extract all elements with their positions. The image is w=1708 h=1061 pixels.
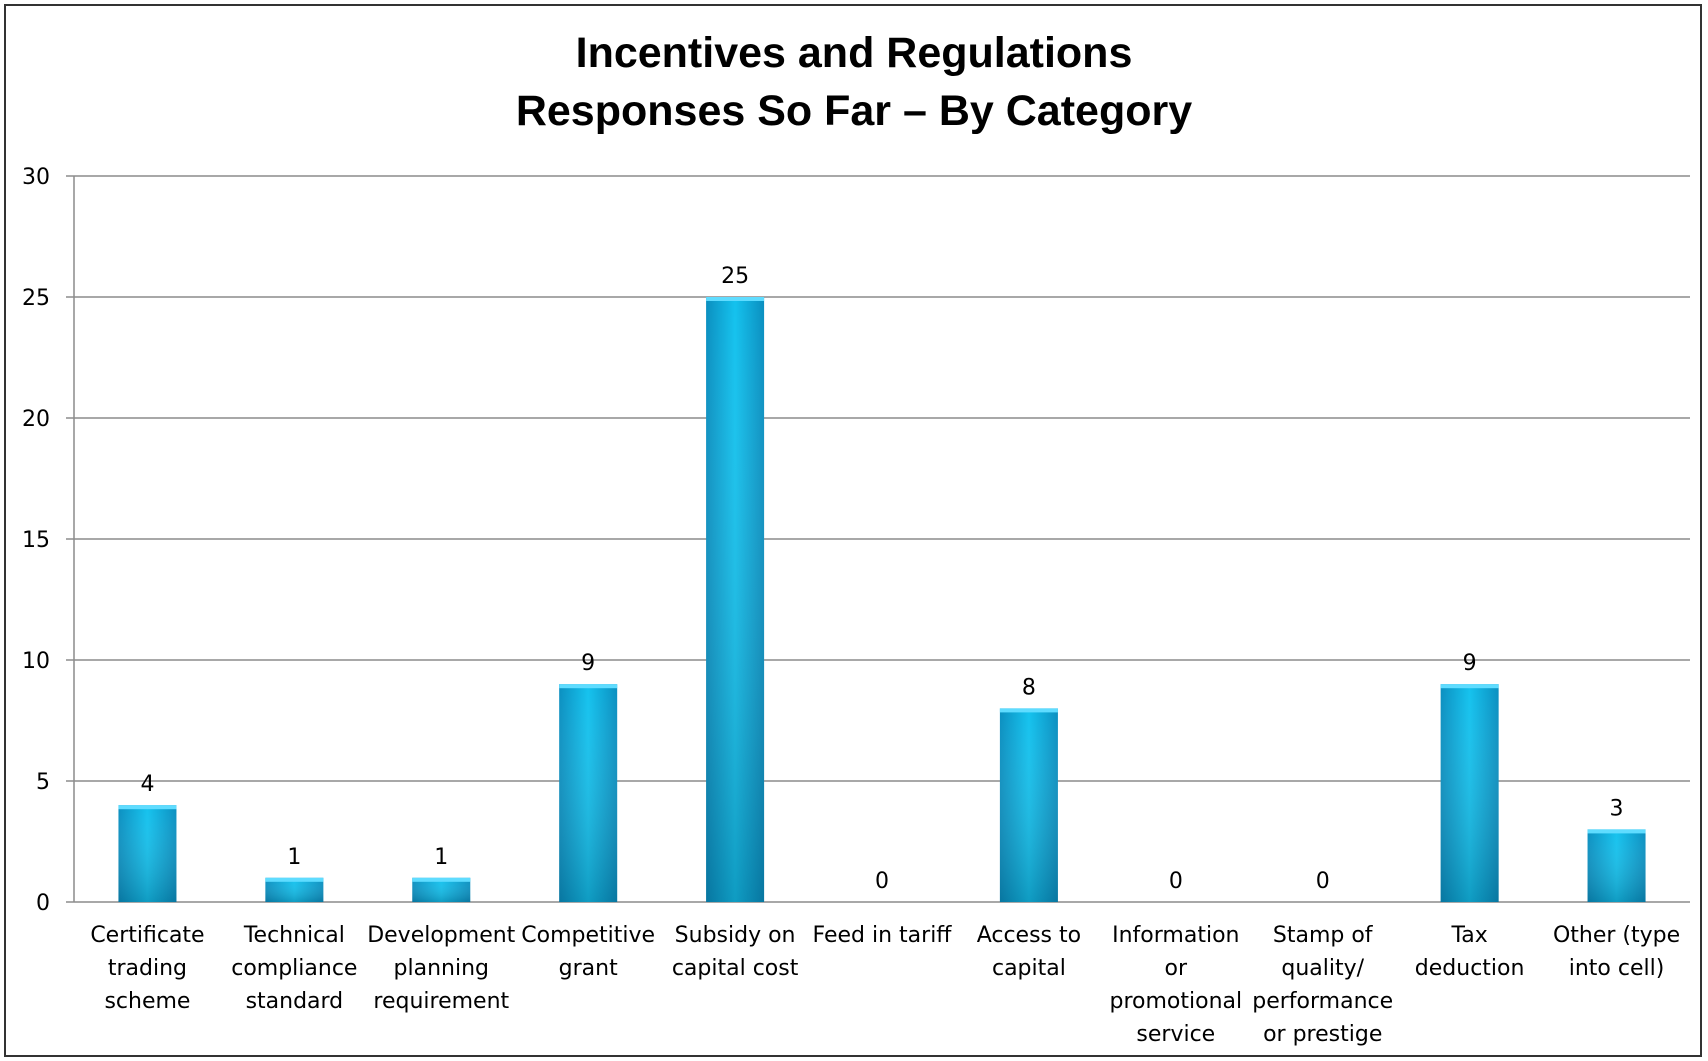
bar-top-highlight (559, 684, 618, 689)
chart-title: Incentives and Regulations Responses So … (0, 24, 1708, 140)
x-category-label: scheme (104, 989, 190, 1014)
bar-top-highlight (412, 877, 471, 882)
x-category-label: Certificate (90, 923, 204, 948)
data-label: 25 (721, 264, 749, 289)
x-category-label: service (1136, 1022, 1215, 1047)
x-category-label: Access to (977, 923, 1081, 948)
bar (1440, 684, 1499, 902)
y-tick-label: 20 (22, 407, 50, 432)
x-category-label: compliance (231, 956, 357, 981)
data-label: 4 (140, 772, 154, 797)
bar (999, 708, 1058, 902)
x-category-label: Information (1112, 923, 1239, 948)
x-category-label: capital (992, 956, 1066, 981)
x-category-label: Subsidy on (675, 923, 796, 948)
data-label: 9 (1463, 651, 1477, 676)
data-label: 3 (1610, 796, 1624, 821)
bar-shading (1587, 829, 1646, 902)
x-category-label: quality/ (1281, 956, 1364, 981)
bar-top-highlight (265, 877, 324, 882)
x-category-label: standard (246, 989, 344, 1014)
bar-shading (999, 708, 1058, 902)
y-tick-label: 5 (36, 770, 50, 795)
x-category-label: requirement (373, 989, 509, 1014)
x-category-label: Competitive (521, 923, 655, 948)
bar (1587, 829, 1646, 902)
x-category-label: Development (367, 923, 515, 948)
x-category-label: planning (394, 956, 489, 981)
bar (265, 877, 324, 902)
bar (118, 805, 177, 902)
bar-top-highlight (1587, 829, 1646, 834)
x-category-label: trading (108, 956, 187, 981)
y-tick-label: 10 (22, 649, 50, 674)
y-tick-label: 0 (36, 891, 50, 916)
bar-shading (412, 877, 471, 902)
y-tick-label: 15 (22, 528, 50, 553)
bar-top-highlight (706, 297, 765, 301)
bar-shading (118, 805, 177, 902)
bar-top-highlight (999, 708, 1058, 713)
x-category-label: into cell) (1569, 956, 1665, 981)
x-category-label: capital cost (672, 956, 799, 981)
bar-shading (706, 297, 765, 902)
data-label: 1 (434, 845, 448, 870)
x-category-label: Stamp of (1273, 923, 1374, 948)
bar-top-highlight (1440, 684, 1499, 689)
data-label: 0 (875, 869, 889, 894)
data-label: 8 (1022, 675, 1036, 700)
chart-title-line-2: Responses So Far – By Category (515, 87, 1193, 135)
x-category-label: or (1165, 956, 1188, 981)
bar-shading (1440, 684, 1499, 902)
x-category-label: promotional (1110, 989, 1243, 1014)
x-category-label: Technical (243, 923, 345, 948)
y-tick-label: 30 (22, 165, 50, 190)
x-category-label: Feed in tariff (813, 923, 953, 948)
bar (412, 877, 471, 902)
data-label: 0 (1316, 869, 1330, 894)
x-category-label: or prestige (1263, 1022, 1382, 1047)
data-label: 9 (581, 651, 595, 676)
bar (559, 684, 618, 902)
x-category-label: Other (type (1553, 923, 1680, 948)
bar-shading (559, 684, 618, 902)
x-category-label: performance (1252, 989, 1393, 1014)
bar-top-highlight (118, 805, 177, 810)
chart-title-line-1: Incentives and Regulations (575, 29, 1133, 77)
data-label: 0 (1169, 869, 1183, 894)
bar (706, 297, 765, 902)
x-category-label: deduction (1415, 956, 1525, 981)
x-category-label: grant (559, 956, 618, 981)
x-category-label: Tax (1450, 923, 1487, 948)
bar-shading (265, 877, 324, 902)
data-label: 1 (287, 845, 301, 870)
y-tick-label: 25 (22, 286, 50, 311)
